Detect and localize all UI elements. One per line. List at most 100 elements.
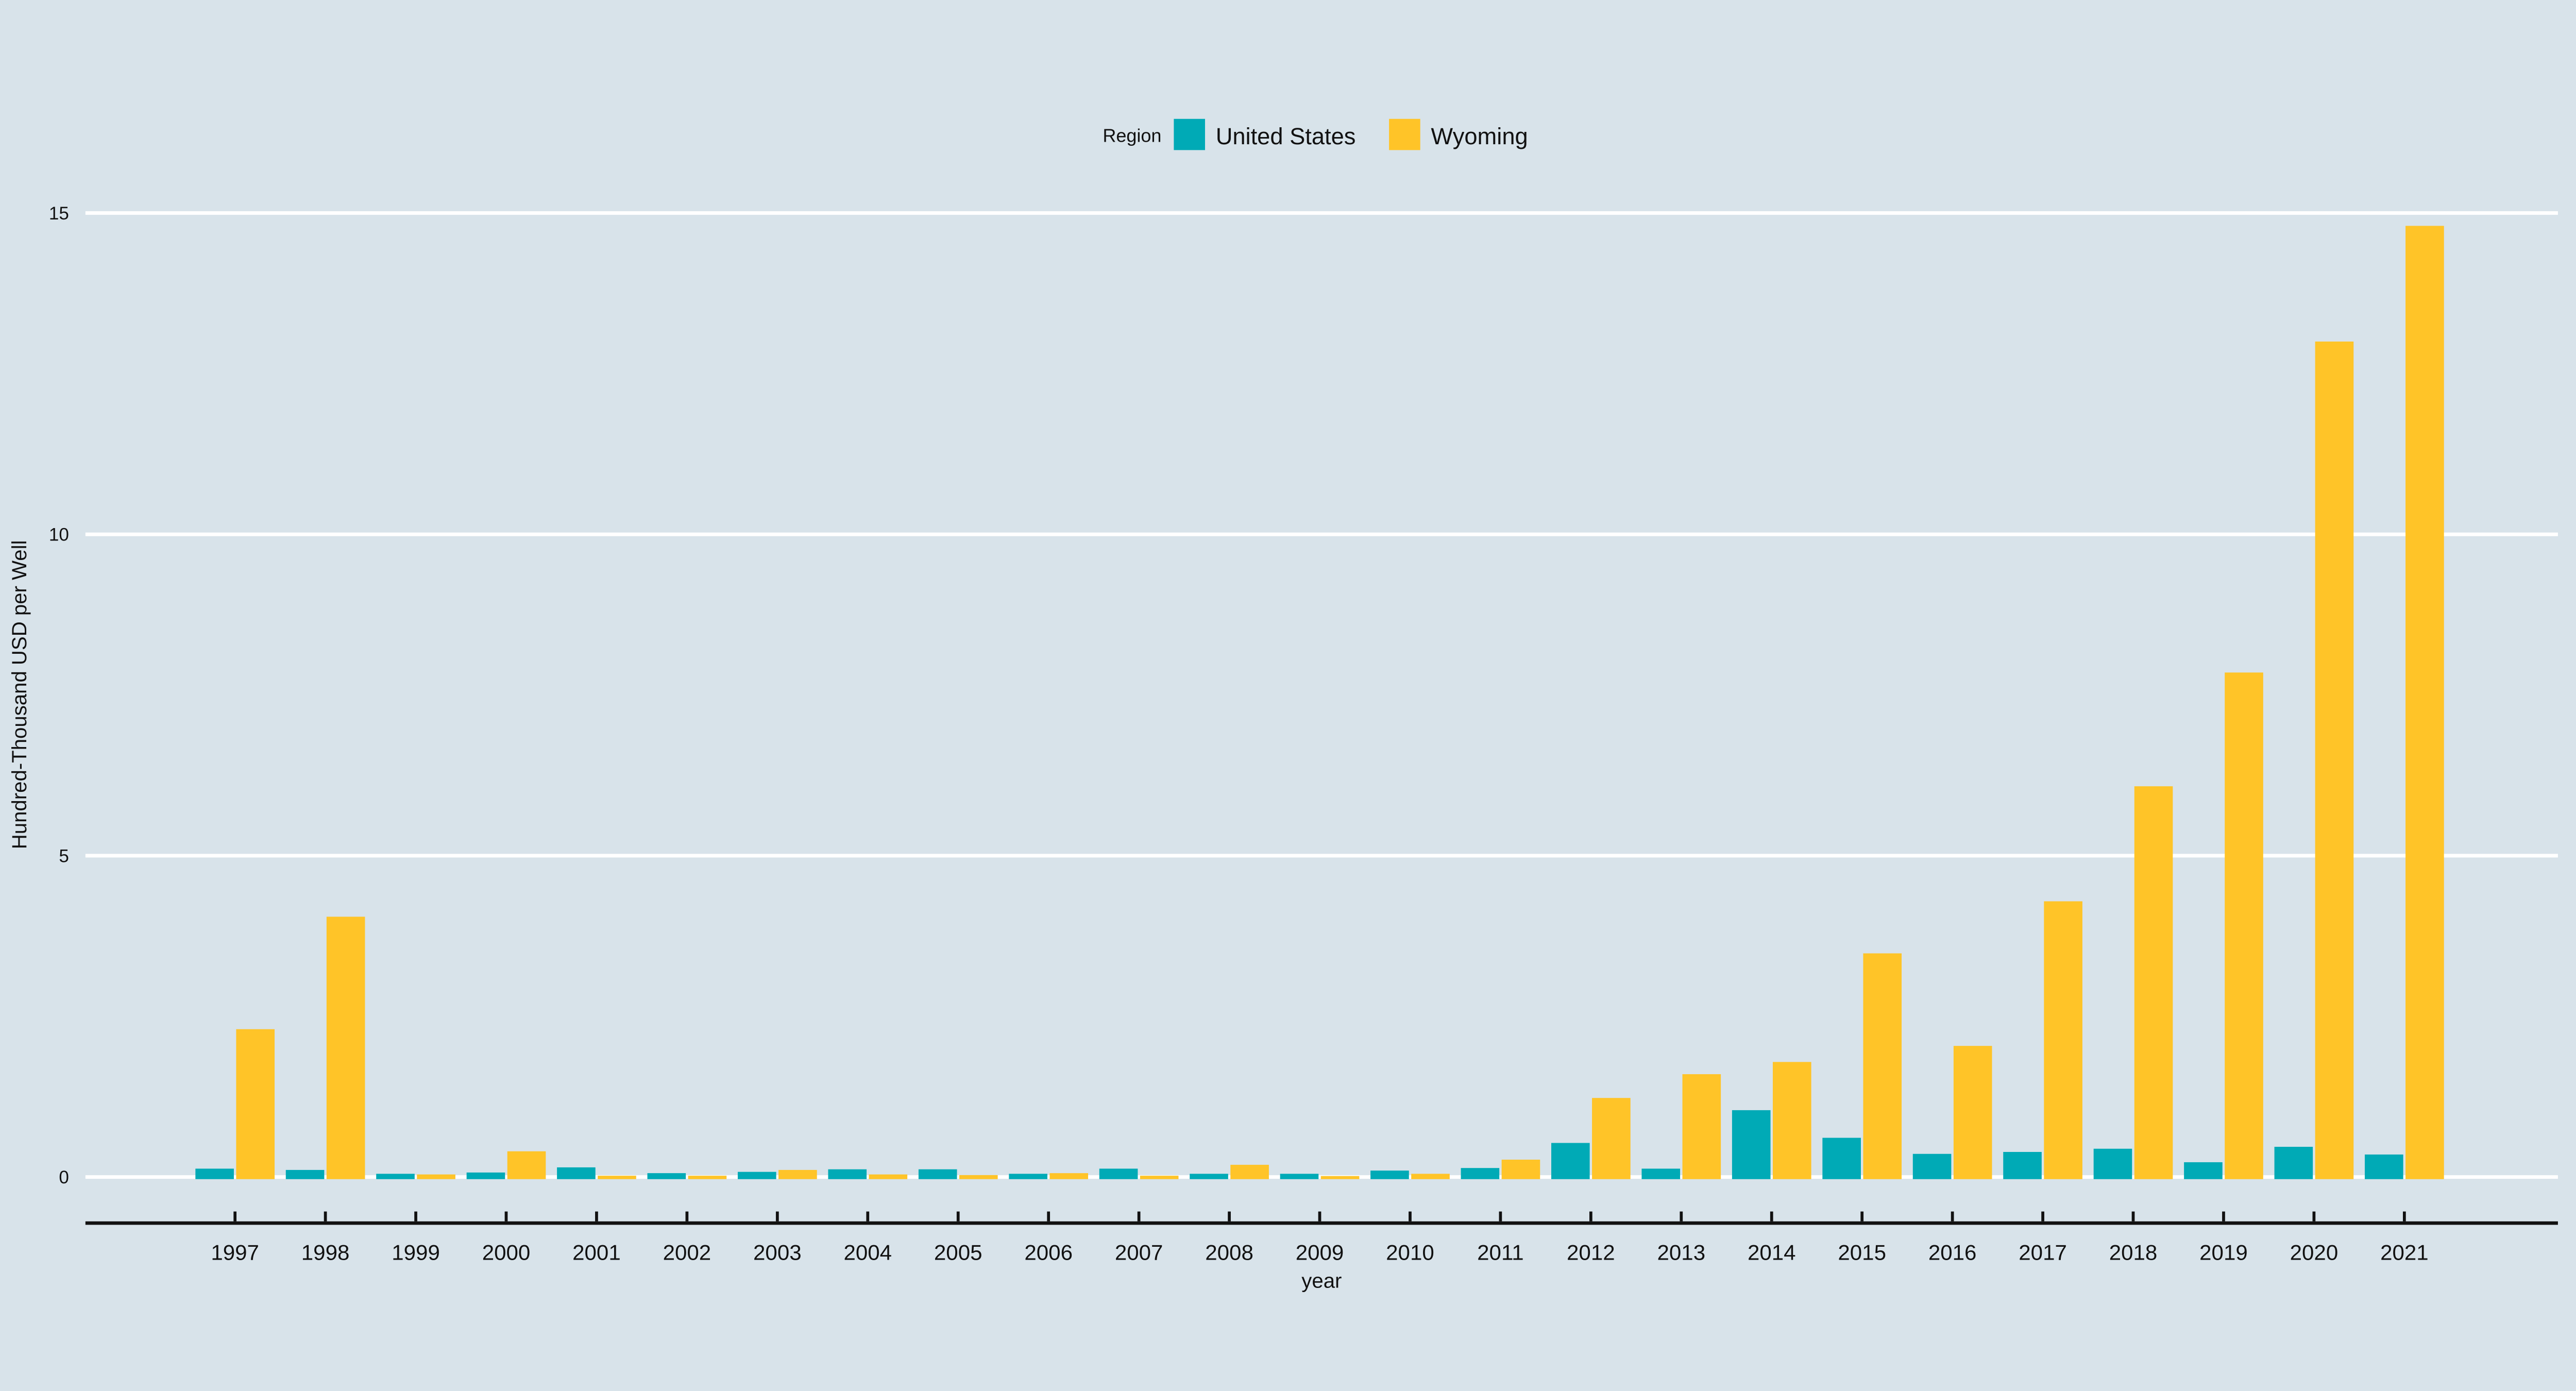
x-tick-label-2018: 2018 (2109, 1240, 2158, 1264)
x-tick-label-2021: 2021 (2380, 1240, 2429, 1264)
bar-wyoming-2013[interactable] (1682, 1074, 1721, 1179)
legend-title: Region (1103, 125, 1161, 146)
y-tick-label-5: 5 (59, 846, 69, 866)
x-tick-label-2001: 2001 (572, 1240, 621, 1264)
y-tick-label-0: 0 (59, 1167, 69, 1188)
bar-wyoming-2014[interactable] (1772, 1062, 1811, 1179)
bar-wyoming-2004[interactable] (869, 1174, 908, 1179)
bar-united-states-2019[interactable] (2184, 1162, 2223, 1179)
bar-wyoming-2003[interactable] (778, 1169, 817, 1179)
bar-united-states-2009[interactable] (1280, 1174, 1319, 1179)
x-tick-2002 (685, 1211, 689, 1222)
bar-united-states-2012[interactable] (1551, 1143, 1590, 1179)
x-tick-2020 (2312, 1211, 2316, 1222)
bar-wyoming-2000[interactable] (507, 1151, 546, 1179)
bar-wyoming-2007[interactable] (1140, 1176, 1179, 1179)
x-tick-label-2016: 2016 (1928, 1240, 1977, 1264)
x-tick-1997 (233, 1211, 237, 1222)
x-tick-2016 (1951, 1211, 1954, 1222)
bar-united-states-2016[interactable] (1912, 1153, 1952, 1179)
bar-wyoming-2006[interactable] (1049, 1173, 1089, 1179)
x-tick-label-2019: 2019 (2199, 1240, 2248, 1264)
bar-united-states-1998[interactable] (285, 1169, 325, 1179)
x-tick-label-2002: 2002 (663, 1240, 711, 1264)
bar-wyoming-2009[interactable] (1320, 1176, 1360, 1179)
bar-united-states-2011[interactable] (1461, 1168, 1500, 1179)
y-tick-label-15: 15 (49, 203, 69, 224)
x-tick-label-1997: 1997 (211, 1240, 259, 1264)
bar-wyoming-2010[interactable] (1411, 1174, 1450, 1179)
bar-united-states-2007[interactable] (1099, 1168, 1138, 1179)
bar-united-states-2000[interactable] (466, 1172, 505, 1179)
x-tick-2001 (595, 1211, 598, 1222)
bar-united-states-2013[interactable] (1641, 1168, 1681, 1179)
bar-wyoming-2008[interactable] (1230, 1164, 1269, 1179)
bar-united-states-2006[interactable] (1009, 1174, 1047, 1179)
x-tick-2010 (1409, 1211, 1412, 1222)
bar-wyoming-2015[interactable] (1863, 953, 1902, 1179)
bar-wyoming-2001[interactable] (598, 1176, 636, 1179)
bar-united-states-2004[interactable] (828, 1169, 867, 1179)
x-tick-2014 (1770, 1211, 1773, 1222)
bar-wyoming-2018[interactable] (2134, 786, 2173, 1179)
x-tick-label-2007: 2007 (1115, 1240, 1163, 1264)
x-tick-2007 (1137, 1211, 1141, 1222)
x-tick-label-1998: 1998 (301, 1240, 350, 1264)
x-tick-label-2005: 2005 (934, 1240, 982, 1264)
x-tick-label-2003: 2003 (753, 1240, 802, 1264)
legend-swatch-united-states[interactable] (1174, 118, 1205, 150)
bar-united-states-2002[interactable] (647, 1173, 686, 1179)
x-tick-label-2020: 2020 (2290, 1240, 2338, 1264)
bar-wyoming-2020[interactable] (2315, 341, 2354, 1179)
x-tick-label-2012: 2012 (1567, 1240, 1615, 1264)
bar-wyoming-1998[interactable] (326, 917, 365, 1179)
y-axis-title: Hundred-Thousand USD per Well (8, 540, 31, 850)
x-tick-2012 (1589, 1211, 1592, 1222)
x-tick-1998 (324, 1211, 327, 1222)
bar-united-states-2008[interactable] (1190, 1174, 1228, 1179)
bar-united-states-1999[interactable] (376, 1174, 415, 1179)
x-tick-label-2000: 2000 (482, 1240, 531, 1264)
bar-united-states-2014[interactable] (1732, 1110, 1771, 1179)
x-tick-label-2006: 2006 (1024, 1240, 1073, 1264)
x-tick-2021 (2402, 1211, 2406, 1222)
x-tick-label-2004: 2004 (843, 1240, 892, 1264)
bar-wyoming-2012[interactable] (1592, 1098, 1631, 1179)
bar-united-states-2020[interactable] (2274, 1147, 2313, 1179)
x-tick-2018 (2131, 1211, 2135, 1222)
legend-label-wyoming[interactable]: Wyoming (1431, 123, 1528, 149)
x-tick-1999 (414, 1211, 417, 1222)
bar-united-states-2018[interactable] (2093, 1148, 2132, 1179)
x-tick-2015 (1860, 1211, 1864, 1222)
legend-swatch-wyoming[interactable] (1389, 118, 1420, 150)
bar-united-states-2021[interactable] (2365, 1154, 2403, 1179)
bar-united-states-2015[interactable] (1822, 1138, 1861, 1179)
bar-wyoming-2017[interactable] (2044, 901, 2082, 1179)
bar-united-states-2003[interactable] (737, 1172, 776, 1179)
bar-united-states-2005[interactable] (918, 1169, 957, 1179)
bar-united-states-2001[interactable] (557, 1167, 596, 1179)
gridline-y-5 (85, 854, 2558, 858)
x-tick-2004 (866, 1211, 870, 1222)
bar-united-states-2017[interactable] (2003, 1151, 2042, 1179)
bar-wyoming-1997[interactable] (236, 1029, 275, 1179)
bar-wyoming-2011[interactable] (1501, 1159, 1540, 1179)
bar-wyoming-1999[interactable] (417, 1174, 455, 1179)
bar-wyoming-2005[interactable] (959, 1175, 998, 1179)
bar-united-states-2010[interactable] (1370, 1171, 1409, 1179)
x-tick-label-2011: 2011 (1477, 1240, 1523, 1264)
x-tick-label-2010: 2010 (1386, 1240, 1434, 1264)
bar-wyoming-2021[interactable] (2405, 226, 2444, 1179)
x-tick-2000 (504, 1211, 508, 1222)
x-tick-label-2014: 2014 (1748, 1240, 1796, 1264)
x-axis-line (85, 1221, 2558, 1225)
legend-label-united-states[interactable]: United States (1216, 123, 1356, 149)
y-tick-label-10: 10 (49, 525, 69, 545)
x-tick-2013 (1680, 1211, 1683, 1222)
bar-united-states-1997[interactable] (195, 1168, 234, 1179)
bar-wyoming-2019[interactable] (2225, 672, 2263, 1179)
gridline-y-10 (85, 532, 2558, 536)
bar-wyoming-2016[interactable] (1953, 1046, 1992, 1179)
bar-wyoming-2002[interactable] (688, 1176, 727, 1179)
